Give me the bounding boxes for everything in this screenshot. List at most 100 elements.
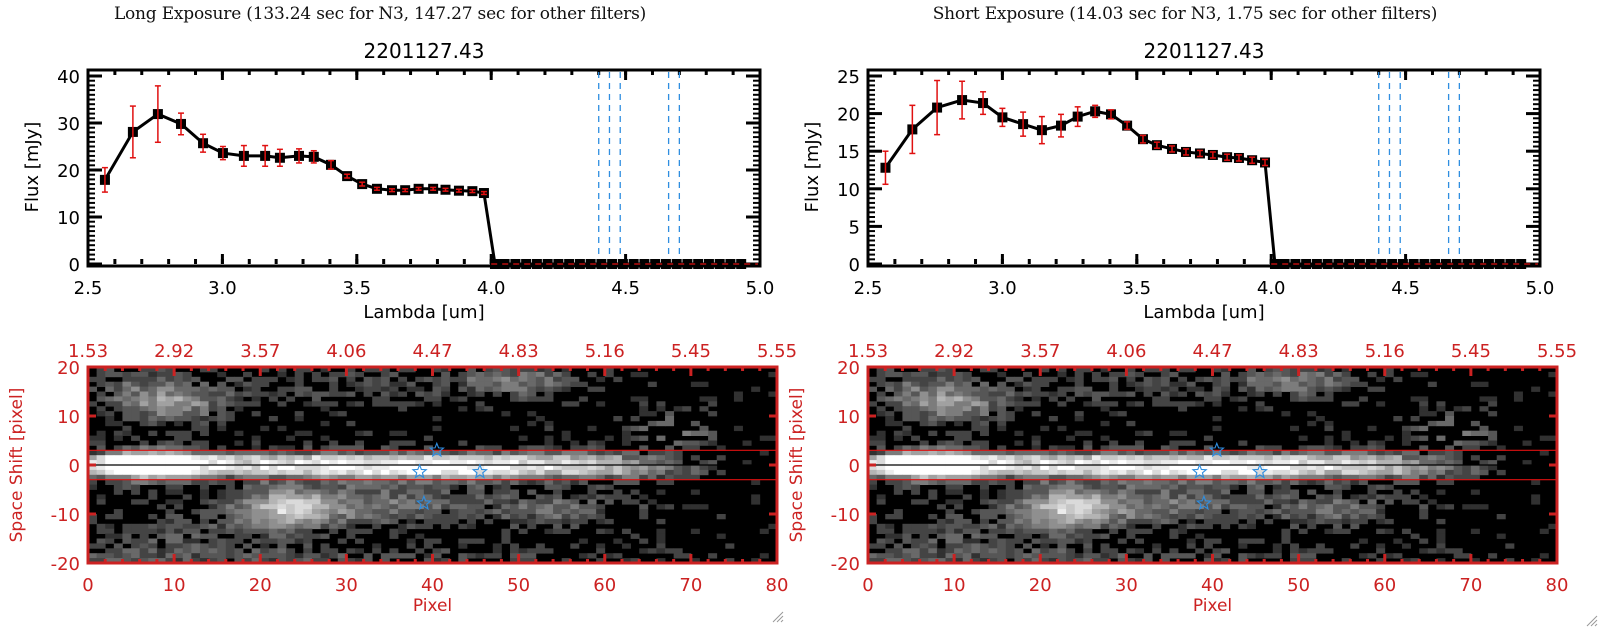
- image-pixel: [294, 558, 304, 564]
- image-pixel: [1152, 494, 1162, 500]
- image-pixel: [535, 386, 545, 392]
- image-pixel: [1066, 528, 1076, 534]
- image-pixel: [484, 479, 494, 485]
- image-pixel: [1040, 469, 1050, 476]
- image-pixel: [1479, 381, 1489, 387]
- image-pixel: [919, 460, 929, 466]
- image-pixel: [613, 474, 623, 481]
- image-pixel: [286, 455, 296, 461]
- image-pixel: [372, 494, 382, 500]
- image-pixel: [1005, 548, 1015, 554]
- image-pixel: [1221, 450, 1231, 456]
- image-pixel: [1212, 509, 1222, 515]
- image-pixel: [346, 494, 356, 500]
- image-pixel: [1488, 411, 1498, 417]
- image-pixel: [199, 533, 209, 539]
- image-pixel: [1066, 558, 1076, 564]
- image-pixel: [1143, 381, 1153, 387]
- image-pixel: [199, 494, 209, 500]
- image-pixel: [1066, 548, 1076, 554]
- image-pixel: [346, 401, 356, 407]
- image-pixel: [415, 401, 425, 407]
- image-pixel: [1031, 484, 1041, 490]
- image-pixel: [954, 371, 964, 378]
- image-pixel: [647, 381, 657, 387]
- image-pixel: [492, 509, 502, 515]
- image-pixel: [1048, 489, 1058, 495]
- x-tick-label: 80: [766, 575, 789, 596]
- image-pixel: [690, 528, 700, 534]
- image-pixel: [415, 455, 425, 461]
- image-pixel: [122, 523, 132, 530]
- image-pixel: [699, 460, 709, 466]
- image-pixel: [406, 494, 416, 500]
- image-pixel: [936, 411, 946, 417]
- resize-grip-icon[interactable]: [770, 608, 784, 623]
- image-pixel: [225, 543, 235, 549]
- image-pixel: [174, 474, 184, 481]
- image-pixel: [518, 455, 528, 461]
- image-pixel: [1031, 396, 1041, 402]
- image-pixel: [423, 499, 433, 505]
- image-pixel: [1143, 509, 1153, 515]
- image-pixel: [1333, 523, 1343, 530]
- image-pixel: [1488, 435, 1498, 441]
- image-pixel: [294, 367, 304, 373]
- image-pixel: [113, 435, 123, 441]
- image-pixel: [294, 514, 304, 520]
- image-pixel: [174, 406, 184, 412]
- image-pixel: [432, 518, 442, 525]
- image-pixel: [251, 484, 261, 490]
- image-pixel: [1083, 514, 1093, 520]
- image-pixel: [148, 411, 158, 417]
- image-pixel: [1376, 450, 1386, 456]
- image-pixel: [962, 494, 972, 500]
- image-pixel: [1488, 396, 1498, 402]
- image-pixel: [1117, 450, 1127, 456]
- image-pixel: [561, 465, 571, 471]
- image-pixel: [997, 469, 1007, 476]
- resize-grip-icon[interactable]: [1584, 612, 1598, 627]
- image-pixel: [466, 391, 476, 397]
- image-pixel: [208, 543, 218, 549]
- image-pixel: [988, 450, 998, 456]
- image-pixel: [988, 416, 998, 422]
- image-pixel: [466, 553, 476, 559]
- image-pixel: [578, 514, 588, 520]
- image-pixel: [398, 450, 408, 456]
- image-pixel: [1281, 489, 1291, 495]
- image-pixel: [380, 514, 390, 520]
- image-pixel: [945, 533, 955, 539]
- image-pixel: [1005, 514, 1015, 520]
- image-pixel: [389, 553, 399, 559]
- image-pixel: [1212, 455, 1222, 461]
- image-pixel: [1031, 509, 1041, 515]
- image-pixel: [1221, 518, 1231, 525]
- image-pixel: [1307, 523, 1317, 530]
- image-pixel: [1117, 553, 1127, 559]
- image-pixel: [311, 499, 321, 505]
- image-pixel: [1350, 494, 1360, 500]
- image-pixel: [380, 484, 390, 490]
- image-pixel: [1066, 533, 1076, 539]
- image-pixel: [1074, 553, 1084, 559]
- image-pixel: [449, 450, 459, 456]
- image-pixel: [587, 474, 597, 481]
- image-pixel: [561, 528, 571, 534]
- image-pixel: [1376, 518, 1386, 525]
- image-pixel: [398, 430, 408, 436]
- image-pixel: [191, 455, 201, 461]
- image-pixel: [1117, 460, 1127, 466]
- image-pixel: [156, 391, 166, 397]
- image-pixel: [1195, 401, 1205, 407]
- image-pixel: [613, 469, 623, 476]
- image-pixel: [578, 396, 588, 402]
- image-pixel: [1195, 509, 1205, 515]
- image-pixel: [156, 416, 166, 422]
- image-pixel: [234, 523, 244, 530]
- image-pixel: [1427, 469, 1437, 476]
- x-tick-label: 50: [1287, 575, 1310, 596]
- image-pixel: [268, 553, 278, 559]
- image-pixel: [639, 548, 649, 554]
- image-pixel: [1186, 367, 1196, 373]
